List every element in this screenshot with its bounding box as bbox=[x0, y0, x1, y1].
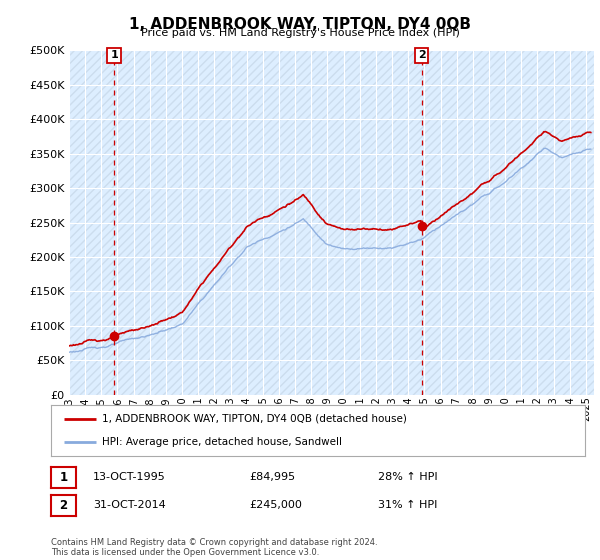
Bar bbox=[69, 50, 594, 395]
Text: 31-OCT-2014: 31-OCT-2014 bbox=[93, 500, 166, 510]
Text: HPI: Average price, detached house, Sandwell: HPI: Average price, detached house, Sand… bbox=[102, 437, 342, 447]
Text: 1: 1 bbox=[59, 471, 68, 484]
Text: 2: 2 bbox=[59, 499, 68, 512]
Text: £84,995: £84,995 bbox=[249, 472, 295, 482]
Text: 1: 1 bbox=[110, 50, 118, 60]
Text: Contains HM Land Registry data © Crown copyright and database right 2024.
This d: Contains HM Land Registry data © Crown c… bbox=[51, 538, 377, 557]
Text: 1, ADDENBROOK WAY, TIPTON, DY4 0QB (detached house): 1, ADDENBROOK WAY, TIPTON, DY4 0QB (deta… bbox=[102, 414, 407, 424]
Text: 31% ↑ HPI: 31% ↑ HPI bbox=[378, 500, 437, 510]
Text: £245,000: £245,000 bbox=[249, 500, 302, 510]
Text: 1, ADDENBROOK WAY, TIPTON, DY4 0QB: 1, ADDENBROOK WAY, TIPTON, DY4 0QB bbox=[129, 17, 471, 32]
Text: 2: 2 bbox=[418, 50, 425, 60]
Text: Price paid vs. HM Land Registry's House Price Index (HPI): Price paid vs. HM Land Registry's House … bbox=[140, 28, 460, 38]
Text: 28% ↑ HPI: 28% ↑ HPI bbox=[378, 472, 437, 482]
Text: 13-OCT-1995: 13-OCT-1995 bbox=[93, 472, 166, 482]
